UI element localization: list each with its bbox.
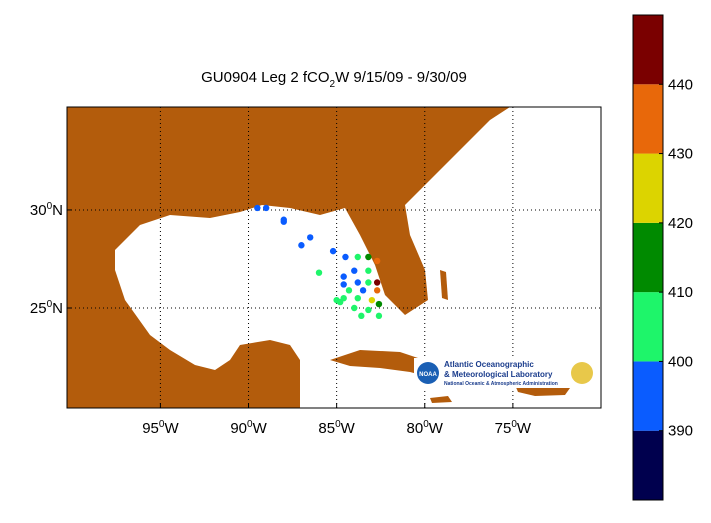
bahamas — [440, 270, 448, 300]
track-point — [333, 296, 340, 304]
tick-degree: 0 — [47, 201, 53, 212]
track-point — [373, 257, 381, 265]
colorbar-tick-label: 430 — [668, 146, 693, 163]
logo-badge — [417, 362, 439, 384]
track-point — [365, 267, 372, 274]
x-tick-label: 900W — [230, 419, 267, 437]
track-point — [351, 267, 358, 274]
track-point — [345, 287, 353, 294]
tick-hemisphere: W — [253, 420, 268, 437]
logo-badge-text: NOAA — [419, 372, 437, 378]
colorbar-frame — [632, 14, 664, 501]
tick-number: 95 — [142, 420, 159, 437]
x-tick-label: 750W — [495, 419, 532, 437]
logo: NOAA Atlantic Oceanographic & Meteorolog… — [414, 358, 600, 388]
colorbar-band — [633, 84, 663, 154]
track-point — [340, 281, 347, 288]
track-point — [342, 253, 349, 261]
logo-line: National Oceanic & Atmospheric Administr… — [444, 381, 558, 387]
jamaica — [430, 396, 452, 403]
tick-degree: 0 — [335, 419, 341, 430]
track-point — [373, 287, 381, 294]
logo-box — [414, 358, 600, 388]
track-point — [280, 216, 287, 223]
colorbar: 390 400 410 420 430 440 — [632, 14, 693, 501]
title-subscript: 2 — [330, 79, 336, 90]
track-point — [315, 269, 323, 276]
colorbar-band — [633, 361, 663, 431]
tick-number: 25 — [30, 300, 47, 317]
tick-degree: 0 — [247, 419, 253, 430]
track-point — [375, 312, 383, 320]
tick-degree: 0 — [423, 419, 429, 430]
colorbar-band — [633, 15, 663, 85]
track-point — [365, 306, 372, 314]
tick-number: 85 — [318, 420, 335, 437]
colorbar-band — [633, 153, 663, 223]
tick-hemisphere: N — [52, 300, 63, 317]
colorbar-tick-label: 440 — [668, 76, 693, 93]
track-point — [354, 279, 361, 286]
colorbar-band — [633, 292, 663, 362]
logo-line: & Meteorological Laboratory — [444, 370, 553, 379]
title-main: GU0904 Leg 2 fCO — [201, 69, 329, 86]
tick-number: 80 — [407, 420, 424, 437]
colorbar-tick-label: 400 — [668, 353, 693, 370]
tick-hemisphere: N — [52, 202, 63, 219]
track-point — [368, 296, 376, 304]
logo-emblem — [571, 362, 593, 384]
track-point — [375, 300, 383, 308]
tick-degree: 0 — [47, 299, 53, 310]
title-rest: W 9/15/09 - 9/30/09 — [335, 69, 467, 86]
colorbar-band — [633, 222, 663, 293]
track-point — [365, 253, 372, 261]
colorbar-band — [633, 430, 663, 500]
tick-hemisphere: W — [164, 420, 179, 437]
tick-hemisphere: W — [341, 420, 356, 437]
track-point — [340, 273, 347, 280]
track-point — [365, 279, 372, 286]
x-tick-label: 950W — [142, 419, 179, 437]
tick-hemisphere: W — [517, 420, 532, 437]
logo-line: Atlantic Oceanographic — [444, 360, 534, 369]
map-area — [67, 107, 601, 408]
x-tick-label: 800W — [407, 419, 444, 437]
track-point — [354, 294, 361, 302]
track-point — [307, 234, 314, 241]
tick-number: 90 — [230, 420, 247, 437]
colorbar-tick-label: 410 — [668, 284, 693, 301]
tick-number: 75 — [495, 420, 512, 437]
track-point — [262, 204, 270, 212]
track — [254, 204, 383, 320]
track-point — [254, 204, 261, 212]
track-point — [358, 312, 365, 320]
track-point — [373, 279, 381, 286]
tick-degree: 0 — [159, 419, 165, 430]
tick-number: 30 — [30, 202, 47, 219]
map-title: GU0904 Leg 2 fCO2W 9/15/09 - 9/30/09 — [201, 69, 467, 90]
x-tick-label: 850W — [318, 419, 355, 437]
track-point — [351, 304, 358, 312]
track-point — [359, 287, 367, 294]
tick-hemisphere: W — [429, 420, 444, 437]
y-tick-label: 300N — [30, 201, 63, 219]
map-frame — [66, 106, 602, 409]
colorbar-tick-label: 390 — [668, 423, 693, 440]
y-tick-label: 250N — [30, 299, 63, 317]
grid — [67, 107, 601, 408]
track-point — [354, 253, 361, 261]
track-point — [298, 242, 305, 249]
tick-degree: 0 — [511, 419, 517, 430]
track-point — [329, 247, 337, 255]
colorbar-tick-label: 420 — [668, 215, 693, 232]
